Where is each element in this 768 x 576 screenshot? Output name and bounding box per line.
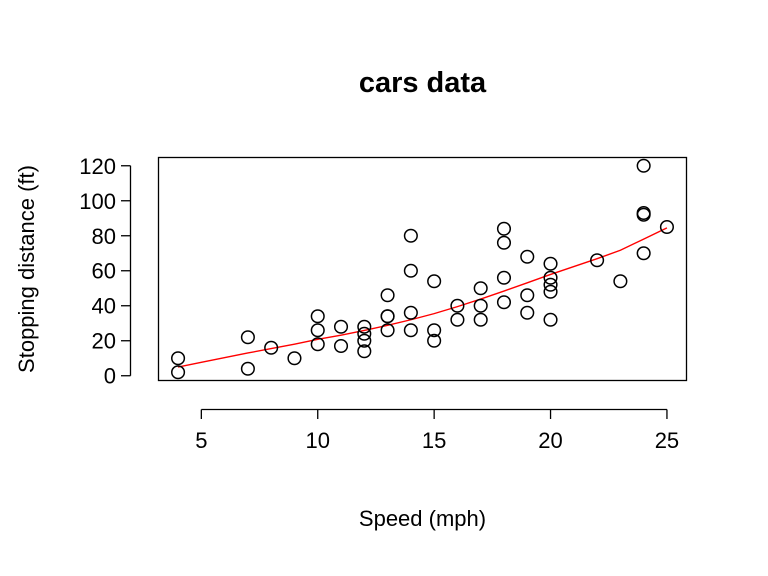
data-point — [171, 365, 186, 380]
data-point — [613, 274, 628, 289]
trend-line — [177, 227, 668, 368]
data-point — [310, 323, 325, 338]
plot-frame — [157, 156, 688, 382]
data-point — [496, 295, 512, 310]
data-point — [543, 277, 558, 292]
y-tick-label: 20 — [92, 329, 116, 354]
x-tick-label: 5 — [195, 428, 207, 453]
data-point — [427, 333, 442, 348]
data-point — [520, 305, 535, 320]
data-point — [333, 338, 349, 354]
x-tick-label: 10 — [305, 428, 329, 453]
x-tick-label: 25 — [655, 428, 679, 453]
data-point — [357, 319, 372, 334]
data-point — [310, 309, 325, 324]
data-point — [380, 288, 395, 303]
data-point — [543, 284, 558, 299]
data-point — [380, 309, 395, 324]
data-point — [403, 305, 418, 320]
data-point — [240, 330, 255, 345]
data-point — [636, 158, 651, 173]
data-point — [473, 312, 488, 327]
data-point — [240, 361, 255, 376]
data-point — [450, 298, 465, 313]
trend-layer — [177, 227, 668, 368]
y-tick-label: 120 — [79, 154, 116, 179]
data-point — [380, 323, 395, 338]
data-point — [357, 344, 372, 359]
y-axis: 0 20 40 60 80 100 120 — [79, 154, 132, 389]
data-point — [473, 281, 488, 296]
data-point — [403, 228, 418, 243]
data-point — [520, 249, 535, 264]
data-point — [543, 256, 558, 271]
y-tick-label: 80 — [92, 224, 116, 249]
data-point — [403, 323, 418, 338]
data-point — [496, 235, 512, 250]
data-point — [496, 221, 512, 236]
data-point — [264, 340, 279, 355]
x-tick-label: 20 — [538, 428, 562, 453]
data-point — [543, 312, 558, 327]
data-point — [496, 270, 512, 285]
y-tick-label: 100 — [79, 189, 116, 214]
data-point — [450, 312, 465, 327]
data-point — [357, 326, 372, 341]
y-tick-label: 40 — [92, 294, 116, 319]
data-point — [287, 351, 302, 366]
data-point — [427, 274, 442, 289]
data-point — [520, 288, 535, 303]
data-point — [659, 219, 674, 235]
y-tick-label: 0 — [104, 364, 116, 389]
chart-title: cars data — [359, 67, 487, 99]
x-axis-label: Speed (mph) — [359, 506, 486, 531]
data-point — [590, 253, 605, 268]
data-point — [543, 270, 558, 285]
points-layer — [171, 158, 674, 380]
data-point — [357, 333, 372, 348]
x-tick-label: 15 — [422, 428, 446, 453]
data-point — [636, 205, 651, 221]
data-point — [403, 263, 418, 278]
data-point — [310, 337, 325, 352]
data-point — [333, 319, 349, 334]
x-axis: 5 10 15 20 25 — [195, 408, 679, 453]
data-point — [473, 298, 488, 313]
y-tick-label: 60 — [92, 259, 116, 284]
data-point — [171, 351, 186, 366]
data-point — [427, 323, 442, 338]
data-point — [636, 246, 651, 261]
y-axis-label: Stopping distance (ft) — [14, 165, 39, 373]
